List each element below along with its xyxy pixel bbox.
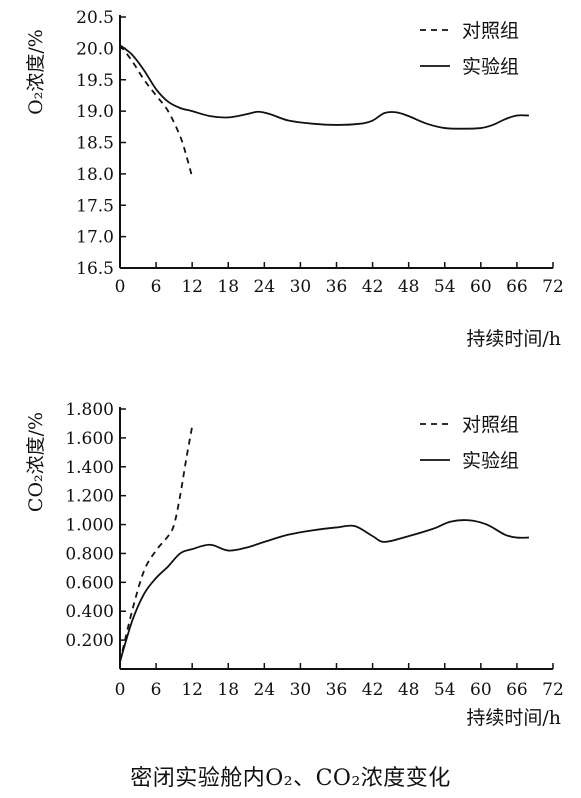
y-tick-label: 17.0 — [76, 228, 114, 248]
series-line-experiment — [119, 519, 529, 663]
y-tick-label: 1.600 — [65, 429, 114, 449]
x-tick-label: 24 — [254, 680, 276, 700]
x-tick-label: 54 — [434, 277, 456, 297]
y-tick-label: 16.5 — [76, 259, 114, 279]
x-tick-label: 42 — [362, 277, 384, 297]
x-tick-label: 72 — [542, 680, 564, 700]
x-tick-label: 72 — [542, 277, 564, 297]
x-tick-label: 30 — [290, 680, 312, 700]
series-line-control — [119, 44, 194, 178]
y-tick-label: 0.200 — [65, 631, 114, 651]
series-line-experiment — [119, 44, 529, 130]
legend-label: 实验组 — [462, 56, 519, 78]
x-axis-label: 持续时间/h — [466, 328, 561, 350]
chart-canvas: 16.5 17.0 17.5 18.0 18.5 19.0 19.5 20.0 20.5 0 6 12… — [25, 8, 564, 729]
x-tick-label: 36 — [326, 680, 348, 700]
legend-label: 实验组 — [462, 450, 519, 472]
x-tick-label: 48 — [398, 680, 420, 700]
x-tick-label: 24 — [254, 277, 276, 297]
y-tick-label: 1.000 — [65, 516, 114, 536]
x-tick-label: 12 — [181, 680, 203, 700]
y-tick-label: 0.800 — [65, 544, 114, 564]
x-tick-label: 6 — [151, 277, 162, 297]
y-tick-label: 19.0 — [76, 102, 114, 122]
x-tick-label: 12 — [181, 277, 203, 297]
x-tick-label: 18 — [217, 277, 239, 297]
figure-caption: 密闭实验舱内O₂、CO₂浓度变化 — [130, 766, 451, 791]
x-tick-label: 66 — [506, 680, 528, 700]
y-tick-label: 1.800 — [65, 400, 114, 420]
y-tick-label: 18.5 — [76, 134, 114, 154]
legend-label: 对照组 — [462, 20, 519, 42]
series-line-control — [119, 426, 194, 662]
x-axis-label: 持续时间/h — [466, 707, 561, 729]
x-tick-label: 60 — [470, 680, 492, 700]
x-tick-label: 0 — [115, 680, 126, 700]
y-tick-label: 18.0 — [76, 165, 114, 185]
y-tick-label: 1.200 — [65, 487, 114, 507]
x-tick-label: 66 — [506, 277, 528, 297]
legend-label: 对照组 — [462, 414, 519, 436]
chart-o2: 16.5 17.0 17.5 18.0 18.5 19.0 19.5 20.0 20.5 0 6 12… — [25, 8, 564, 350]
x-tick-label: 48 — [398, 277, 420, 297]
y-tick-label: 20.5 — [76, 8, 114, 28]
y-axis-label: O₂浓度/% — [25, 29, 47, 115]
y-tick-label: 17.5 — [76, 196, 114, 216]
x-tick-label: 54 — [434, 680, 456, 700]
x-tick-label: 36 — [326, 277, 348, 297]
y-tick-label: 1.400 — [65, 458, 114, 478]
y-tick-label: 20.0 — [76, 39, 114, 59]
x-tick-label: 0 — [115, 277, 126, 297]
x-tick-label: 6 — [151, 680, 162, 700]
x-tick-label: 18 — [217, 680, 239, 700]
x-tick-label: 42 — [362, 680, 384, 700]
y-tick-label: 0.400 — [65, 602, 114, 622]
x-tick-label: 60 — [470, 277, 492, 297]
y-tick-label: 19.5 — [76, 71, 114, 91]
x-tick-label: 30 — [290, 277, 312, 297]
y-tick-label: 0.600 — [65, 573, 114, 593]
chart-co2: 0.200 0.400 0.600 0.800 1.000 1.200 1.400 1.600… — [25, 400, 564, 729]
y-axis-label: CO₂浓度/% — [25, 412, 47, 512]
